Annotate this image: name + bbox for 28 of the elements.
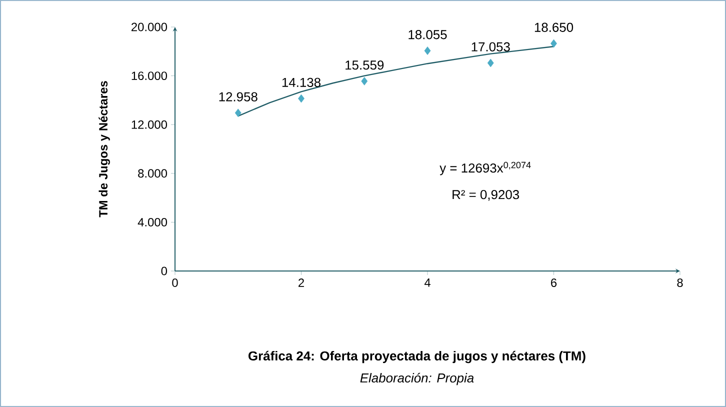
x-tick-label: 0 — [172, 278, 178, 287]
data-label: 18.055 — [408, 30, 447, 40]
data-label: 14.138 — [282, 78, 320, 87]
y-axis-title: TM de Jugos y Néctares — [98, 81, 110, 218]
y-tick-label: 0 — [161, 266, 168, 276]
text: Elaboración: Propia — [360, 372, 474, 386]
x-tick-label: 6 — [551, 278, 557, 287]
annotation: y = 12693x$^{0,2074}$ — [440, 162, 531, 176]
data-label: 18.650 — [534, 22, 574, 32]
point — [487, 58, 494, 68]
y-tick-label: 16.000 — [132, 72, 168, 80]
data-label: 15.559 — [346, 60, 384, 70]
data-label: 17.053 — [472, 42, 510, 52]
x-tick-label: 4 — [424, 278, 430, 287]
x-tick-label: 2 — [298, 278, 304, 287]
data-label: 12.958 — [219, 92, 258, 102]
x-tick-label: 8 — [677, 278, 683, 287]
y-tick-label: 20.000 — [132, 22, 168, 32]
point — [361, 76, 368, 86]
y-tick-label: 4.000 — [138, 218, 168, 226]
point — [298, 94, 304, 103]
annotation: R² = 0,9203 — [452, 190, 520, 201]
point — [234, 108, 242, 118]
text: Gráfica 24: Oferta proyectada de jugos y néctares (TM) — [248, 350, 586, 364]
y-tick-label: 12.000 — [132, 120, 168, 129]
y-tick-label: 8.000 — [138, 169, 168, 178]
point — [550, 39, 557, 48]
point — [424, 46, 431, 55]
